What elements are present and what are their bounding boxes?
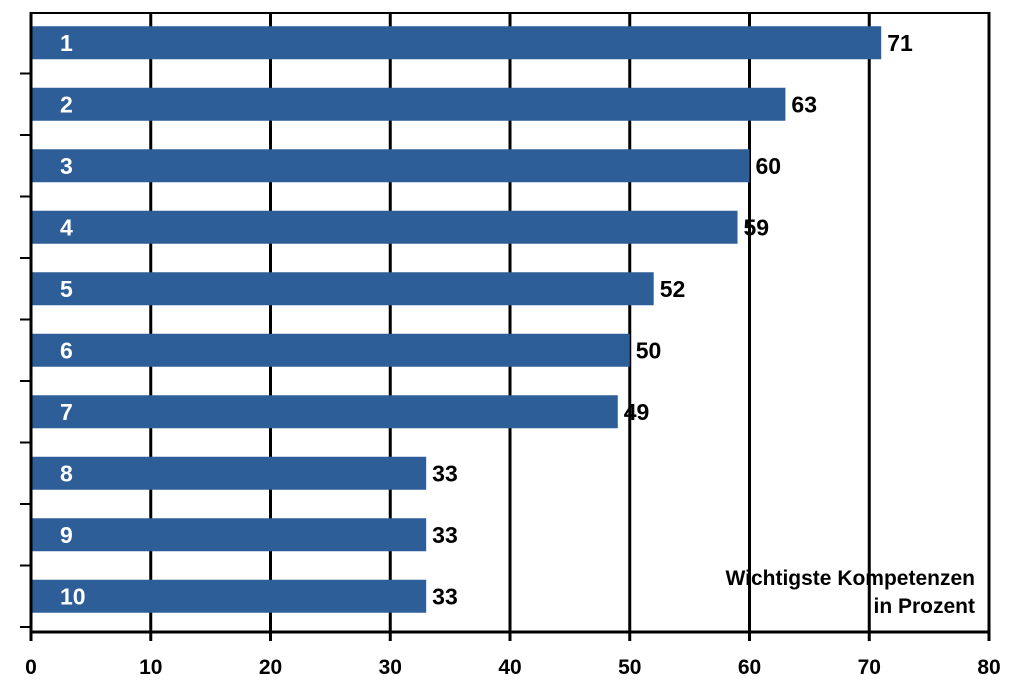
bar-8 xyxy=(31,456,427,490)
x-tick-label-80: 80 xyxy=(977,656,1000,679)
value-label-8: 33 xyxy=(432,460,458,486)
bar-9 xyxy=(31,518,427,552)
category-label-10: 10 xyxy=(60,583,86,609)
value-label-7: 49 xyxy=(624,399,650,425)
bars xyxy=(31,26,882,613)
category-label-5: 5 xyxy=(60,276,73,302)
x-axis-ticks: 0 10 20 30 40 50 60 70 80 xyxy=(20,72,1001,679)
category-label-3: 3 xyxy=(60,153,73,179)
bar-1 xyxy=(31,26,882,60)
value-labels: 1 71 2 63 3 60 4 59 5 52 6 50 7 49 8 33 9 33 10 33 xyxy=(60,30,913,610)
value-label-9: 33 xyxy=(432,522,458,548)
value-label-6: 50 xyxy=(636,337,662,363)
value-label-1: 71 xyxy=(887,30,913,56)
bar-5 xyxy=(31,272,654,306)
bar-7 xyxy=(31,395,618,429)
x-tick-label-20: 20 xyxy=(259,656,282,679)
x-tick-label-60: 60 xyxy=(738,656,761,679)
annotation-line-1: Wichtigste Kompetenzen xyxy=(726,567,976,590)
x-tick-label-10: 10 xyxy=(139,656,162,679)
x-tick-label-0: 0 xyxy=(25,656,37,679)
category-label-1: 1 xyxy=(60,30,73,56)
bar-2 xyxy=(31,87,786,121)
value-label-10: 33 xyxy=(432,583,458,609)
bar-4 xyxy=(31,210,738,244)
category-label-6: 6 xyxy=(60,337,73,363)
category-label-2: 2 xyxy=(60,91,73,117)
category-label-4: 4 xyxy=(60,214,73,240)
bar-3 xyxy=(31,149,750,183)
value-label-2: 63 xyxy=(791,91,817,117)
category-label-8: 8 xyxy=(60,460,73,486)
x-tick-label-50: 50 xyxy=(618,656,641,679)
bar-10 xyxy=(31,579,427,613)
value-label-4: 59 xyxy=(744,214,770,240)
x-tick-label-40: 40 xyxy=(498,656,521,679)
value-label-5: 52 xyxy=(660,276,686,302)
category-label-9: 9 xyxy=(60,522,73,548)
x-tick-label-30: 30 xyxy=(379,656,402,679)
category-label-7: 7 xyxy=(60,399,73,425)
annotation-line-2: in Prozent xyxy=(873,595,975,618)
bar-6 xyxy=(31,333,630,367)
value-label-3: 60 xyxy=(756,153,782,179)
x-tick-label-70: 70 xyxy=(858,656,881,679)
